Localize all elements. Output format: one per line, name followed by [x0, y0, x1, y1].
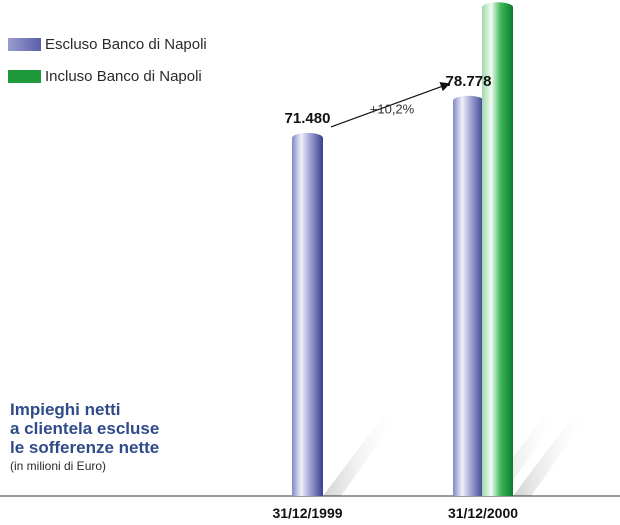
chart-unit: (in milioni di Euro) — [10, 459, 107, 473]
legend-swatch-incluso — [8, 69, 41, 83]
growth-annotation: +10,2% — [370, 101, 415, 116]
legend: Escluso Banco di Napoli Incluso Banco di… — [8, 34, 207, 98]
legend-item-escluso: Escluso Banco di Napoli — [8, 34, 207, 54]
chart-title-line: Impieghi netti — [10, 400, 121, 419]
chart-caption: Impieghi netti a clientela escluse le so… — [10, 400, 159, 473]
x-tick-label: 31/12/1999 — [272, 505, 342, 521]
x-tick-label: 31/12/2000 — [448, 505, 518, 521]
bar-shadow — [513, 416, 588, 496]
legend-swatch-escluso — [8, 37, 41, 51]
legend-label: Incluso Banco di Napoli — [45, 67, 202, 85]
bar-incluso-31/12/2000 — [482, 2, 513, 497]
value-label: 71.480 — [285, 110, 331, 127]
chart-title-line: le sofferenze nette — [10, 438, 160, 457]
value-label: 78.778 — [446, 73, 492, 90]
bar-escluso-31/12/1999 — [292, 132, 323, 497]
bar-escluso-31/12/2000 — [453, 95, 484, 496]
legend-label: Escluso Banco di Napoli — [45, 35, 207, 53]
bar-shadow — [323, 416, 398, 496]
chart-title-line: a clientela escluse — [10, 419, 160, 438]
growth-arrow — [330, 82, 451, 128]
legend-item-incluso: Incluso Banco di Napoli — [8, 66, 207, 86]
